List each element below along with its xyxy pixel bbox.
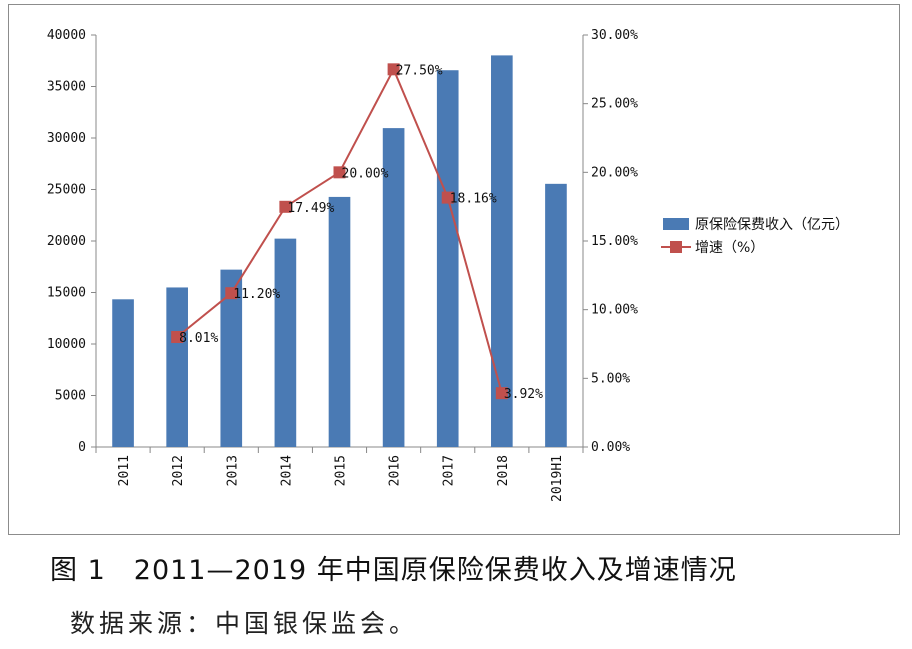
bar	[328, 196, 351, 447]
growth-point	[171, 330, 184, 343]
x-tick-label: 2017	[442, 455, 457, 486]
left-tick-label: 30000	[47, 131, 86, 146]
data-label: 8.01%	[179, 331, 218, 346]
legend-line-marker	[670, 241, 682, 253]
growth-point	[441, 191, 454, 204]
left-tick-label: 35000	[47, 80, 86, 95]
x-tick-label: 2012	[171, 455, 186, 486]
legend-bar-label: 原保险保费收入（亿元）	[695, 217, 849, 233]
left-tick-label: 0	[78, 440, 86, 455]
legend-bar-swatch	[663, 218, 689, 230]
x-tick-label: 2016	[388, 455, 403, 486]
chart-frame: 0 5000 10000 15000 20000 25000 30000 35000 40000…	[8, 4, 900, 535]
right-tick-label: 30.00%	[591, 28, 638, 43]
data-label: 27.50%	[396, 63, 443, 78]
bar	[436, 70, 459, 447]
chart-svg: 0 5000 10000 15000 20000 25000 30000 35000 40000…	[47, 28, 849, 502]
x-tick-label: 2015	[334, 455, 349, 486]
left-tick-label: 25000	[47, 183, 86, 198]
bar	[112, 299, 134, 447]
x-tick-label: 2019H1	[550, 455, 565, 502]
x-tick-label: 2013	[225, 455, 240, 486]
right-tick-label: 15.00%	[591, 234, 638, 249]
bar	[166, 287, 188, 447]
right-tick-label: 20.00%	[591, 165, 638, 180]
data-label: 17.49%	[287, 201, 334, 216]
growth-point	[387, 63, 400, 76]
data-label: 20.00%	[342, 166, 389, 181]
x-tick-label: 2018	[496, 455, 511, 486]
right-tick-label: 10.00%	[591, 303, 638, 318]
left-tick-label: 15000	[47, 286, 86, 301]
bar	[382, 128, 405, 447]
right-tick-label: 0.00%	[591, 440, 630, 455]
x-tick-label: 2014	[279, 455, 294, 486]
left-tick-label: 10000	[47, 337, 86, 352]
x-tick-label: 2011	[117, 455, 132, 486]
bar	[545, 183, 567, 447]
data-label: 18.16%	[450, 192, 497, 207]
growth-point	[225, 287, 238, 300]
data-label: 3.92%	[504, 387, 543, 402]
data-source-note: 数据来源：中国银保监会。	[70, 609, 419, 638]
bar	[220, 269, 243, 447]
left-tick-label: 5000	[55, 389, 86, 404]
growth-point	[279, 200, 292, 213]
bar	[274, 238, 297, 447]
growth-point	[333, 166, 346, 179]
data-label: 11.20%	[233, 287, 280, 302]
legend-line-label: 增速（%）	[695, 240, 764, 256]
bar	[491, 55, 513, 447]
figure-caption: 图 1 2011—2019 年中国原保险保费收入及增速情况	[50, 555, 737, 586]
left-tick-label: 40000	[47, 28, 86, 43]
left-tick-label: 20000	[47, 234, 86, 249]
right-tick-label: 5.00%	[591, 371, 630, 386]
growth-point	[495, 387, 508, 400]
right-tick-label: 25.00%	[591, 97, 638, 112]
